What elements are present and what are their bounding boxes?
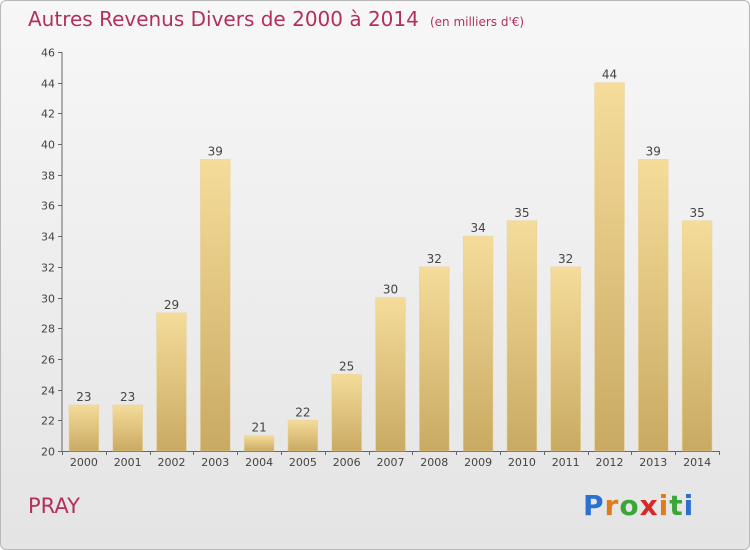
bar-value-label: 32 <box>558 252 573 266</box>
x-tick-label: 2008 <box>420 456 448 469</box>
bar-2008 <box>419 266 450 452</box>
y-tick-label: 44 <box>41 78 55 91</box>
logo-letter: i <box>683 489 695 522</box>
logo-letter: P <box>583 489 605 522</box>
chart-subtitle: (en milliers d'€) <box>429 15 525 29</box>
bar-value-label: 22 <box>295 405 310 419</box>
bar-2009 <box>462 235 494 452</box>
bar-2010 <box>506 220 538 452</box>
bar-2013 <box>638 159 669 452</box>
y-tick-label: 30 <box>41 293 55 306</box>
commune-name: PRAY <box>28 494 80 518</box>
bar-value-label: 23 <box>120 390 135 404</box>
bar-2001 <box>112 404 143 452</box>
bar-value-label: 23 <box>76 390 91 404</box>
bar-value-label: 35 <box>689 206 704 220</box>
x-tick-label: 2010 <box>508 456 536 469</box>
bar-value-label: 21 <box>251 421 266 435</box>
x-tick-label: 2001 <box>114 456 142 469</box>
x-tick-label: 2005 <box>289 456 317 469</box>
bar-2014 <box>681 220 713 452</box>
bar-2002 <box>156 312 187 452</box>
bar-value-labels: 23 23 29 39 21 22 25 30 32 34 35 32 44 39 35 <box>76 68 704 435</box>
x-tick-label: 2007 <box>377 456 405 469</box>
y-tick-label: 46 <box>41 47 55 60</box>
bar-value-label: 39 <box>646 144 661 158</box>
bar-value-label: 34 <box>470 221 485 235</box>
y-tick-label: 22 <box>41 415 55 428</box>
y-tick-label: 32 <box>41 262 55 275</box>
x-tick-label: 2006 <box>333 456 361 469</box>
bar-value-label: 44 <box>602 68 617 82</box>
x-tick-label: 2009 <box>464 456 492 469</box>
bar-2012 <box>594 82 625 452</box>
y-tick-label: 42 <box>41 108 55 121</box>
y-tick-label: 24 <box>41 385 55 398</box>
x-tick-label: 2012 <box>596 456 624 469</box>
bar-2004 <box>243 435 275 452</box>
x-tick-label: 2002 <box>158 456 186 469</box>
bar-2000 <box>68 404 100 452</box>
bars <box>68 82 713 452</box>
y-tick-label: 28 <box>41 323 55 336</box>
chart-title: Autres Revenus Divers de 2000 à 2014 <box>28 7 419 31</box>
x-tick-label: 2014 <box>683 456 711 469</box>
logo-letter: x <box>639 489 659 522</box>
x-tick-label: 2003 <box>201 456 229 469</box>
y-tick-label: 38 <box>41 170 55 183</box>
bar-2003 <box>200 159 231 452</box>
y-tick-label: 26 <box>41 354 55 367</box>
x-tick-label: 2013 <box>639 456 667 469</box>
y-axis: 20 22 24 26 28 30 32 34 36 38 40 42 44 46 <box>41 47 63 459</box>
bar-value-label: 32 <box>427 252 442 266</box>
bar-value-label: 25 <box>339 359 354 373</box>
y-tick-label: 40 <box>41 139 55 152</box>
bar-2011 <box>550 266 581 452</box>
logo-letter: r <box>604 489 620 522</box>
bar-value-label: 35 <box>514 206 529 220</box>
x-tick-label: 2004 <box>245 456 273 469</box>
y-tick-label: 34 <box>41 231 55 244</box>
x-tick-label: 2000 <box>70 456 98 469</box>
bar-2006 <box>331 374 362 452</box>
logo-letter: i <box>658 489 670 522</box>
chart-heading: Autres Revenus Divers de 2000 à 2014 (en… <box>28 7 524 31</box>
bar-value-label: 39 <box>208 144 223 158</box>
x-tick-label: 2011 <box>552 456 580 469</box>
bar-value-label: 29 <box>164 298 179 312</box>
y-tick-label: 36 <box>41 200 55 213</box>
bar-2007 <box>375 297 406 452</box>
proxiti-logo[interactable]: Proxiti <box>583 489 694 522</box>
y-tick-label: 20 <box>41 446 55 459</box>
bar-2005 <box>287 420 319 452</box>
logo-letter: t <box>669 489 684 522</box>
bar-value-label: 30 <box>383 283 398 297</box>
x-axis: 2000 2001 2002 2003 2004 2005 2006 2007 2008 2009… <box>62 451 720 469</box>
logo-letter: o <box>619 489 640 522</box>
